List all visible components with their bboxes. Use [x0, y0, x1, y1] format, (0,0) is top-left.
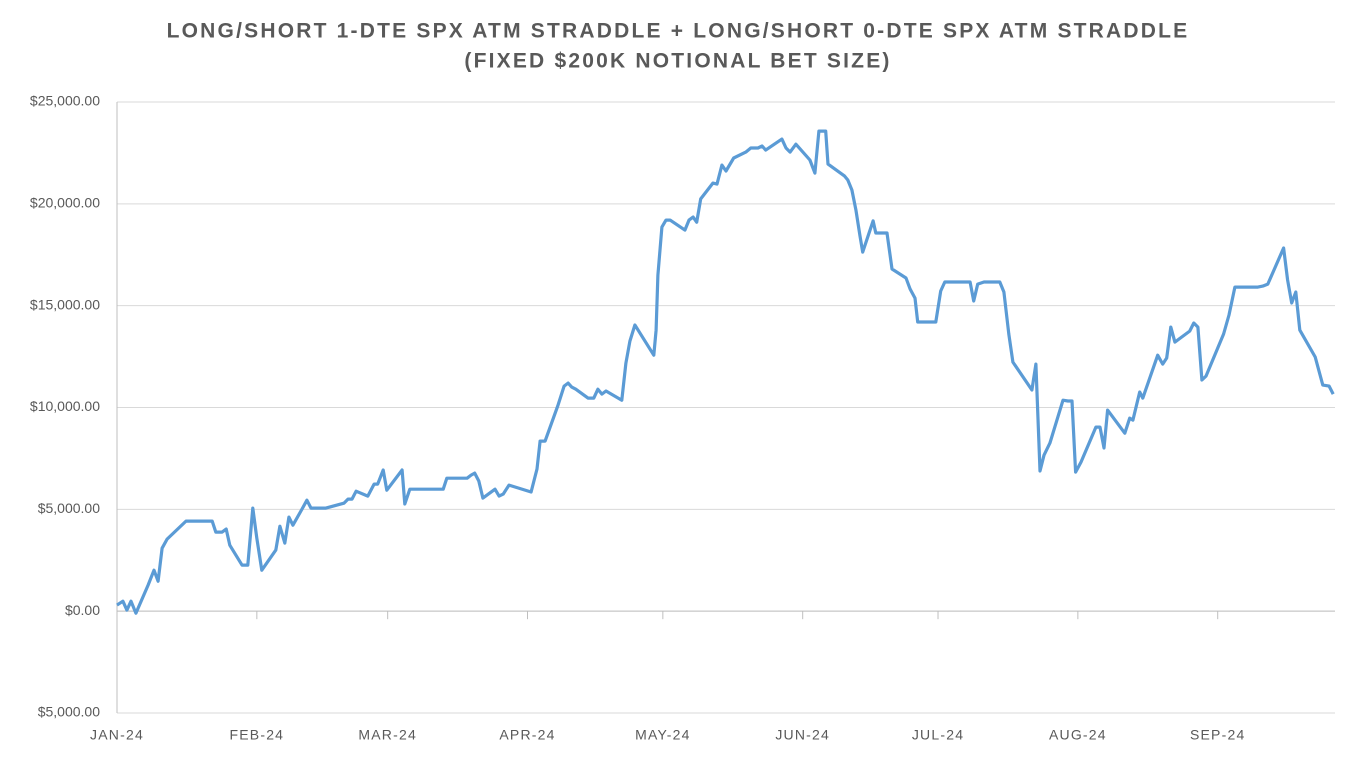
y-tick-label: $5,000.00 [38, 704, 100, 720]
y-tick-label: $10,000.00 [30, 398, 100, 414]
x-tick-label: JAN-24 [90, 727, 144, 743]
x-tick-label: AUG-24 [1049, 727, 1107, 743]
x-tick-label: JUN-24 [775, 727, 830, 743]
x-tick-label: APR-24 [499, 727, 555, 743]
y-tick-label: $15,000.00 [30, 296, 100, 312]
x-tick-label: MAY-24 [635, 727, 690, 743]
x-tick-label: FEB-24 [230, 727, 285, 743]
chart-subtitle: (FIXED $200K NOTIONAL BET SIZE) [464, 50, 891, 73]
x-tick-label: MAR-24 [358, 727, 417, 743]
y-tick-label: $5,000.00 [38, 500, 100, 516]
y-tick-label: $20,000.00 [30, 195, 100, 211]
x-tick-label: JUL-24 [912, 727, 964, 743]
y-tick-label: $0.00 [65, 602, 100, 618]
chart-title: LONG/SHORT 1-DTE SPX ATM STRADDLE + LONG… [167, 20, 1190, 43]
y-tick-label: $25,000.00 [30, 93, 100, 109]
data-line [116, 129, 1335, 615]
x-tick-label: SEP-24 [1190, 727, 1245, 743]
